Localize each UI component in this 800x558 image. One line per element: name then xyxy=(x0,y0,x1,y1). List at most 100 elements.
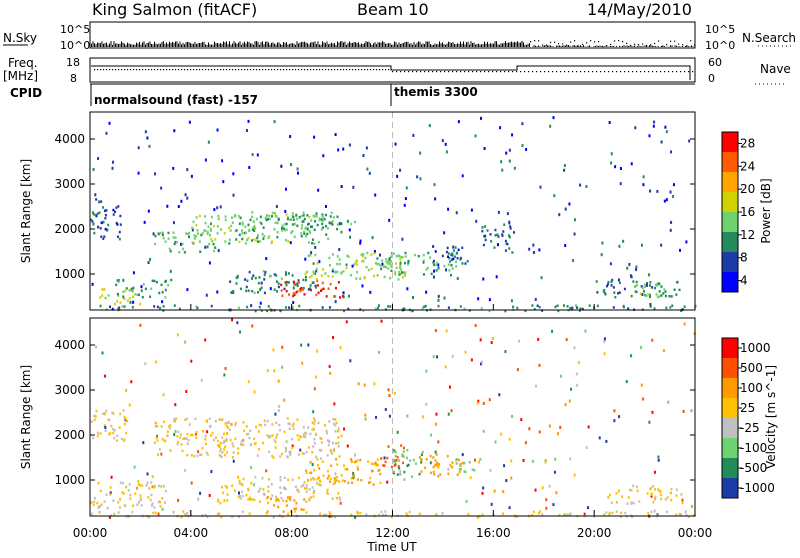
scatter-cell xyxy=(280,479,282,482)
scatter-cell xyxy=(336,216,338,219)
scatter-cell xyxy=(646,284,648,287)
scatter-cell xyxy=(307,479,309,482)
scatter-cell xyxy=(641,384,643,387)
scatter-cell xyxy=(627,307,629,310)
nsky-bar xyxy=(142,42,143,47)
scatter-cell xyxy=(155,425,157,428)
scatter-cell xyxy=(213,208,215,211)
freq-dot xyxy=(496,71,497,72)
freq-dot xyxy=(552,71,553,72)
scatter-cell xyxy=(267,369,269,372)
freq-dot xyxy=(544,71,545,72)
scatter-cell xyxy=(671,295,673,298)
scatter-cell xyxy=(155,422,157,425)
scatter-cell xyxy=(218,249,220,252)
scatter-cell xyxy=(292,216,294,219)
scatter-cell xyxy=(478,461,480,464)
freq-dot xyxy=(428,71,429,72)
nsky-bar xyxy=(543,46,544,47)
freq-dot xyxy=(584,71,585,72)
scatter-cell xyxy=(123,438,125,441)
nsky-bar xyxy=(208,42,209,47)
scatter-cell xyxy=(255,277,257,280)
scatter-cell xyxy=(229,280,231,283)
scatter-cell xyxy=(670,492,672,495)
scatter-cell xyxy=(394,392,396,395)
scatter-cell xyxy=(553,194,555,197)
scatter-cell xyxy=(403,471,405,474)
scatter-cell xyxy=(119,506,121,509)
scatter-cell xyxy=(306,471,308,474)
scatter-cell xyxy=(216,206,218,209)
scatter-cell xyxy=(303,498,305,501)
nsky-bar xyxy=(369,42,370,47)
freq-dot xyxy=(524,71,525,72)
scatter-cell xyxy=(457,473,459,476)
scatter-cell xyxy=(596,291,598,294)
freq-dot xyxy=(640,71,641,72)
nsky-bar xyxy=(264,44,265,47)
freq-dot xyxy=(202,69,203,70)
scatter-cell xyxy=(144,221,146,224)
scatter-cell xyxy=(305,451,307,454)
nsky-bar xyxy=(295,45,296,47)
nsky-bar xyxy=(514,42,515,47)
scatter-cell xyxy=(298,438,300,441)
scatter-cell xyxy=(273,228,275,231)
freq-dot xyxy=(250,69,251,70)
nsearch-dot xyxy=(662,45,663,46)
nsky-bar xyxy=(424,44,425,47)
scatter-cell xyxy=(178,251,180,254)
scatter-cell xyxy=(601,253,603,256)
scatter-cell xyxy=(303,509,305,512)
nsky-bar xyxy=(345,42,346,47)
scatter-cell xyxy=(327,477,329,480)
cpid-segment-2: themis 3300 xyxy=(394,85,478,99)
scatter-cell xyxy=(283,288,285,291)
nsky-bar xyxy=(343,42,344,47)
scatter-cell xyxy=(285,284,287,287)
nsky-bar xyxy=(237,44,238,47)
scatter-cell xyxy=(100,227,102,230)
nsky-bar xyxy=(129,44,130,47)
scatter-cell xyxy=(555,491,557,494)
scatter-cell xyxy=(148,145,150,148)
scatter-cell xyxy=(373,275,375,278)
scatter-cell xyxy=(275,422,277,425)
freq-dot xyxy=(592,71,593,72)
freq-dot xyxy=(588,71,589,72)
scatter-cell xyxy=(232,290,234,293)
scatter-cell xyxy=(184,251,186,254)
scatter-cell xyxy=(510,459,512,462)
scatter-cell xyxy=(168,237,170,240)
scatter-cell xyxy=(630,489,632,492)
scatter-cell xyxy=(329,511,331,514)
nsky-bar xyxy=(336,45,337,47)
scatter-cell xyxy=(289,423,291,426)
scatter-cell xyxy=(284,223,286,226)
scatter-cell xyxy=(131,288,133,291)
scatter-cell xyxy=(292,479,294,482)
scatter-cell xyxy=(306,233,308,236)
scatter-cell xyxy=(497,243,499,246)
scatter-cell xyxy=(604,337,606,340)
scatter-cell xyxy=(539,430,541,433)
scatter-cell xyxy=(328,222,330,225)
scatter-cell xyxy=(350,458,352,461)
scatter-cell xyxy=(126,287,128,290)
scatter-cell xyxy=(313,469,315,472)
scatter-cell xyxy=(333,450,335,453)
scatter-cell xyxy=(233,451,235,454)
scatter-cell xyxy=(496,275,498,278)
scatter-cell xyxy=(138,501,140,504)
scatter-cell xyxy=(322,460,324,463)
nsky-bar xyxy=(141,45,142,47)
colorbar-tick-label: -1000 xyxy=(740,481,775,495)
scatter-cell xyxy=(116,223,118,226)
scatter-cell xyxy=(305,501,307,504)
nsky-bar xyxy=(525,45,526,47)
nsearch-dot xyxy=(670,41,671,42)
scatter-cell xyxy=(285,271,287,274)
scatter-cell xyxy=(204,246,206,249)
scatter-cell xyxy=(607,496,609,499)
